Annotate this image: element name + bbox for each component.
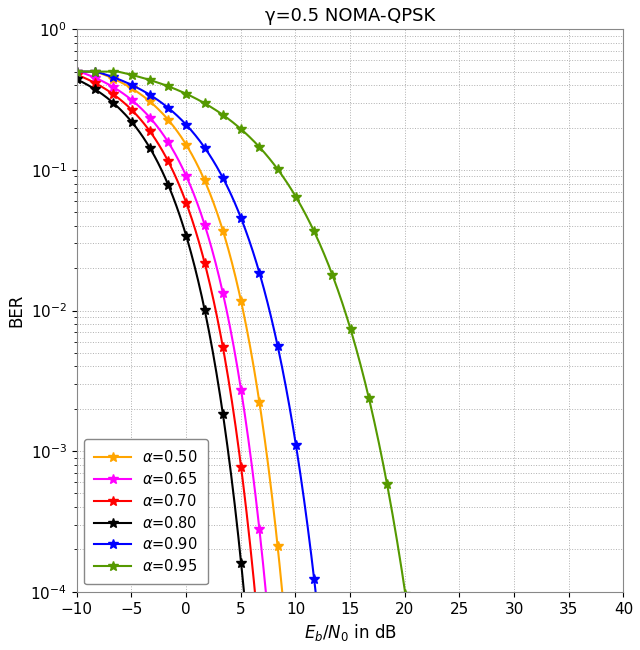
$\alpha$=0.95	[320, 250, 328, 258]
$\alpha$=0.90	[73, 68, 81, 75]
$\alpha$=0.65	[73, 68, 81, 75]
$\alpha$=0.50	[170, 122, 177, 130]
X-axis label: $E_b/N_0$ in dB: $E_b/N_0$ in dB	[304, 622, 397, 643]
Title: γ=0.5 NOMA-QPSK: γ=0.5 NOMA-QPSK	[265, 7, 435, 25]
$\alpha$=0.50	[214, 210, 221, 218]
$\alpha$=0.80	[170, 194, 177, 202]
Line: $\alpha$=0.80: $\alpha$=0.80	[72, 75, 628, 650]
$\alpha$=0.95	[395, 549, 403, 556]
$\alpha$=0.65	[170, 147, 177, 155]
$\alpha$=0.90	[170, 109, 177, 116]
$\alpha$=0.70	[73, 71, 81, 79]
Line: $\alpha$=0.90: $\alpha$=0.90	[72, 67, 628, 650]
$\alpha$=0.80	[73, 75, 81, 83]
$\alpha$=0.65	[214, 266, 221, 274]
Line: $\alpha$=0.50: $\alpha$=0.50	[72, 67, 628, 650]
$\alpha$=0.95	[73, 68, 81, 75]
Line: $\alpha$=0.70: $\alpha$=0.70	[72, 70, 628, 650]
$\alpha$=0.80	[214, 374, 221, 382]
$\alpha$=0.90	[214, 164, 221, 172]
Y-axis label: BER: BER	[7, 294, 25, 327]
$\alpha$=0.70	[214, 315, 221, 322]
$\alpha$=0.70	[170, 168, 177, 176]
Legend: $\alpha$=0.50, $\alpha$=0.65, $\alpha$=0.70, $\alpha$=0.80, $\alpha$=0.90, $\alp: $\alpha$=0.50, $\alpha$=0.65, $\alpha$=0…	[84, 439, 208, 584]
$\alpha$=0.95	[214, 107, 221, 115]
$\alpha$=0.95	[170, 84, 177, 92]
$\alpha$=0.50	[73, 68, 81, 75]
Line: $\alpha$=0.95: $\alpha$=0.95	[72, 67, 628, 650]
Line: $\alpha$=0.65: $\alpha$=0.65	[72, 67, 628, 650]
